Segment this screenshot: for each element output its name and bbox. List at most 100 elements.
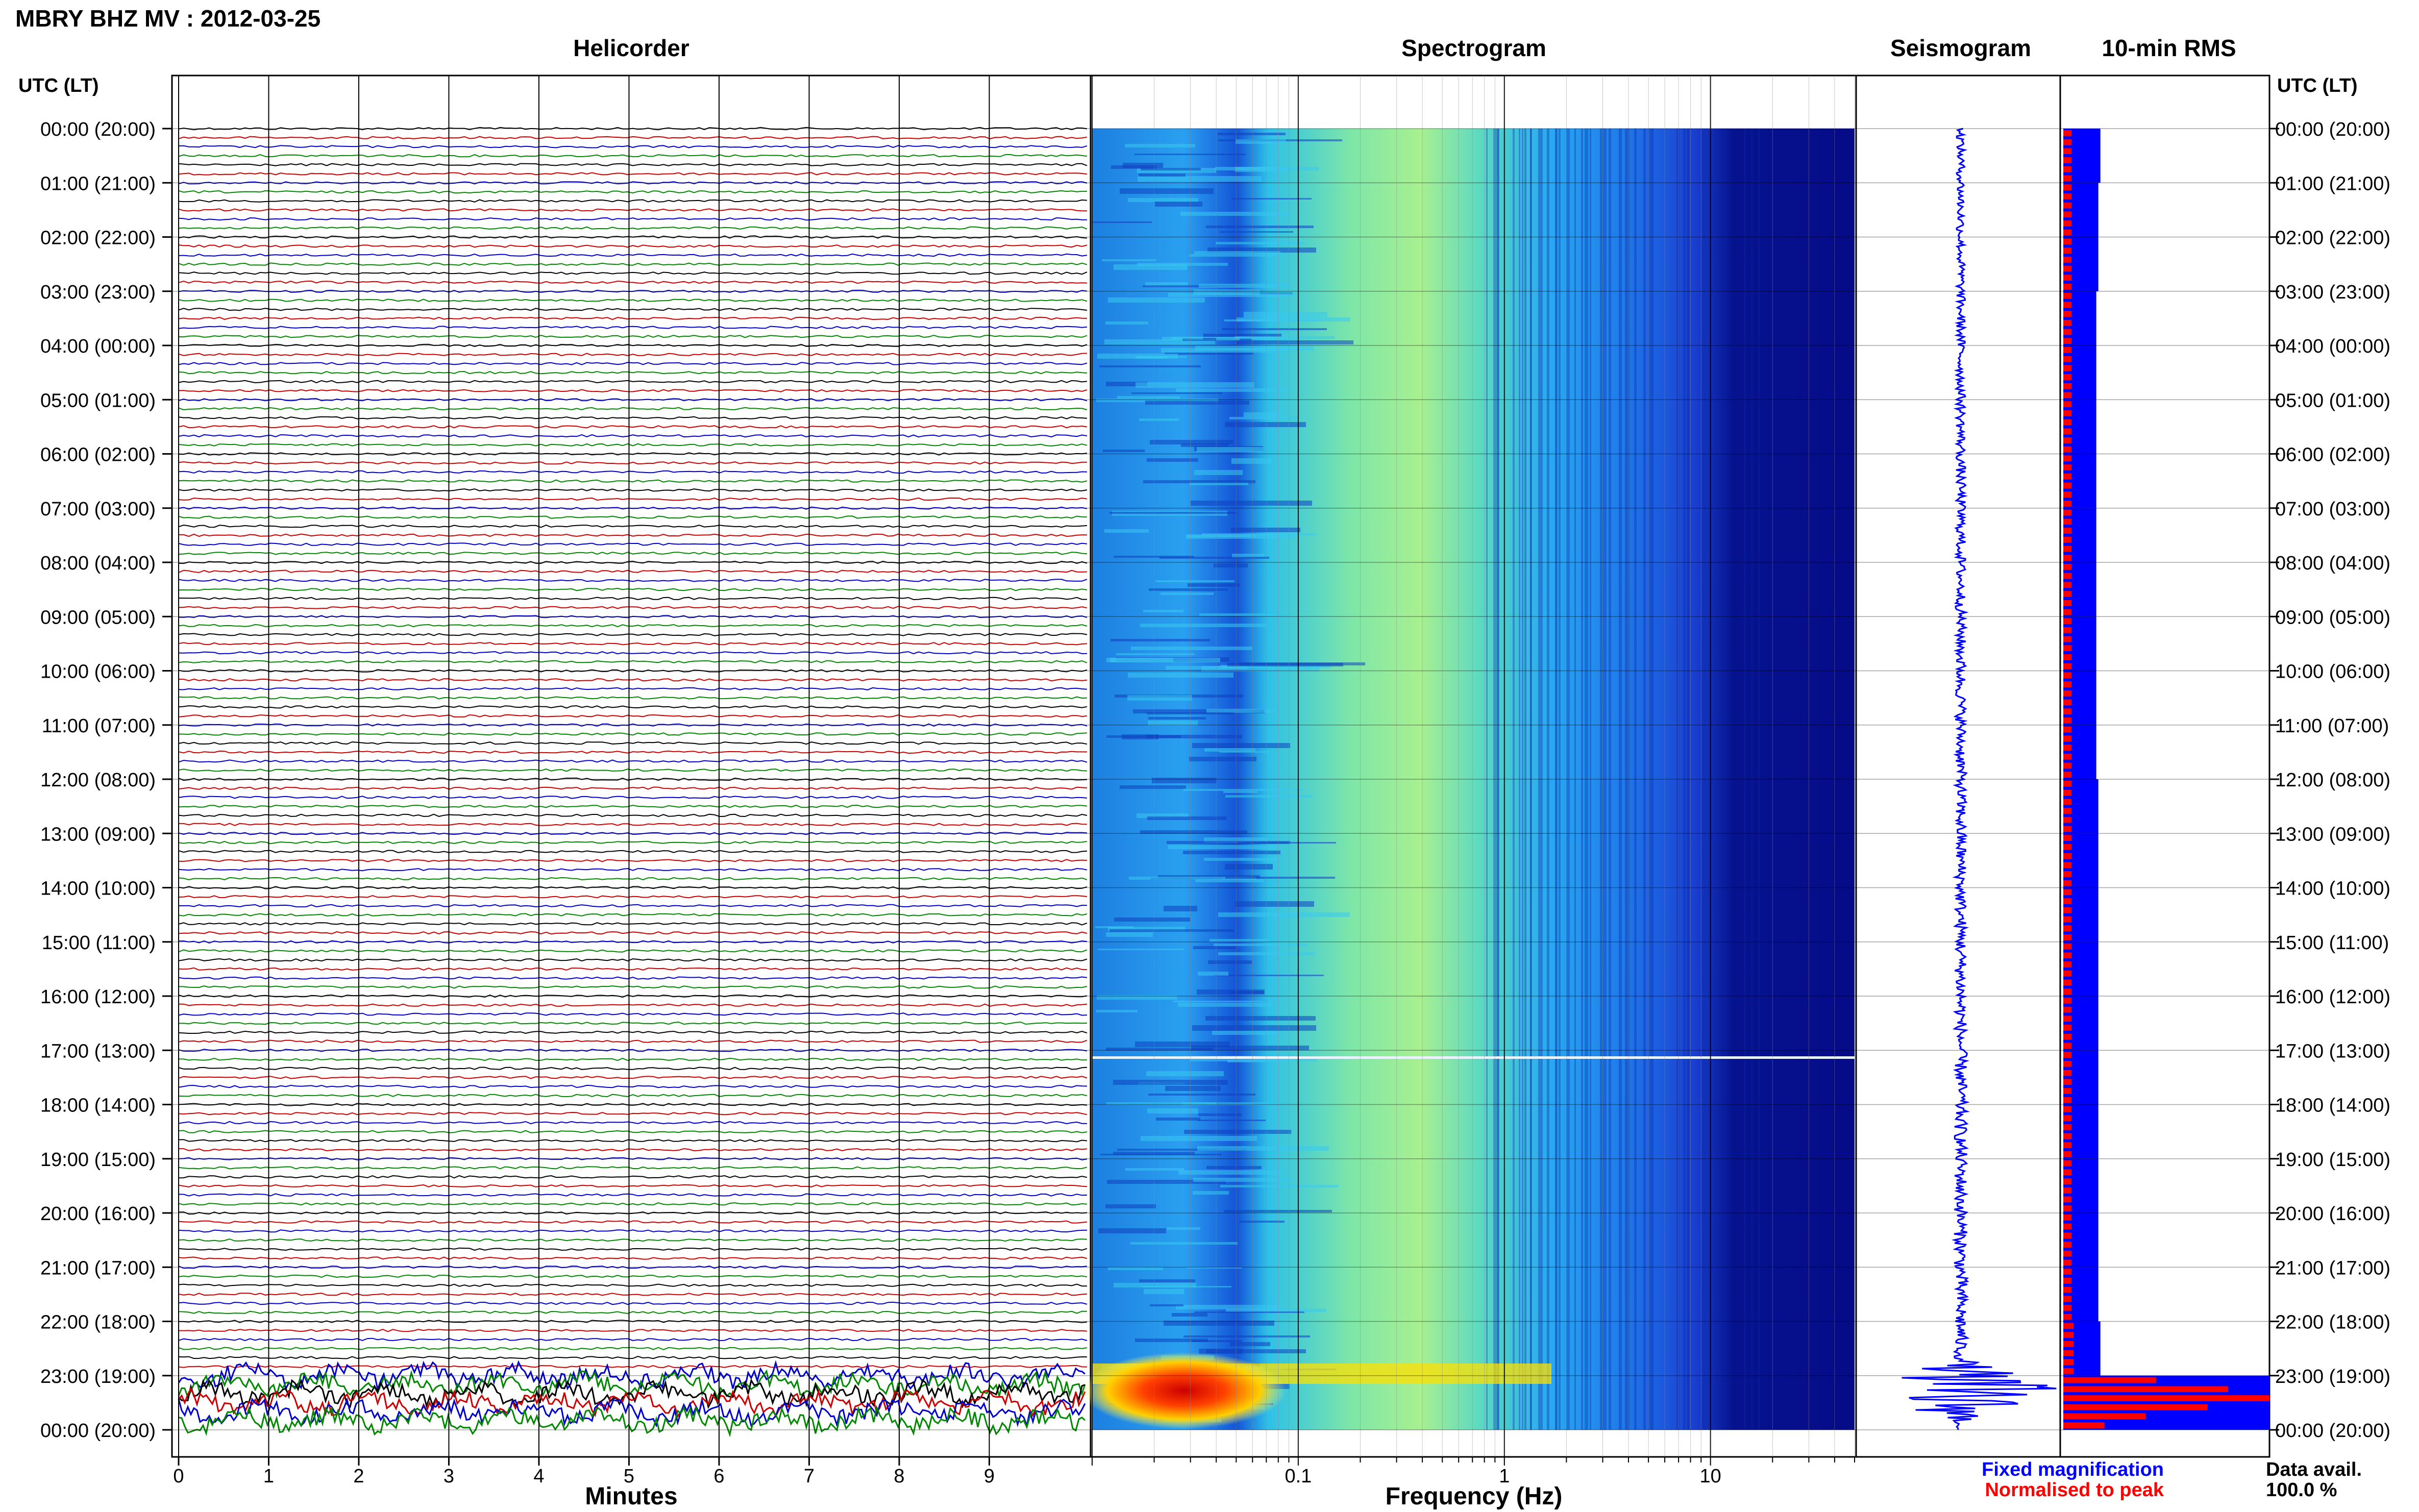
spectrogram-stripe [1141,1136,1257,1141]
helicorder-trace-row [178,750,1088,754]
rms-bar-normalised [2063,1413,2146,1420]
helicorder-trace-row [178,326,1088,329]
spectrogram-column [1497,129,1499,1430]
rms-bar-normalised [2063,772,2072,778]
data-avail-label: Data avail. [2266,1459,2362,1480]
rms-bar-normalised [2063,1377,2156,1383]
time-label-left: 02:00 (22:00) [40,228,156,249]
rms-bar-normalised [2063,220,2072,227]
spectrogram-stripe [1140,830,1247,834]
spectrogram-stripe [1197,1146,1329,1151]
spectrogram-column [1524,129,1526,1430]
helicorder-trace-row [178,886,1088,889]
spectrogram-stripe [1106,382,1147,386]
rms-bar-normalised [2063,1359,2074,1366]
rms-bar-normalised [2063,536,2072,543]
rms-bar-normalised [2063,1070,2072,1076]
rms-bar-normalised [2063,762,2072,769]
helicorder-trace-row [178,1301,1088,1305]
spectrogram-column [1556,129,1558,1430]
spectrogram-stripe [1189,757,1256,761]
time-labels-right: 00:00 (20:00) 01:00 (21:00) 02:00 (22:00) 0… [2275,119,2390,1442]
helicorder-trace-row [178,1184,1088,1188]
spectrogram-stripe [1164,906,1197,911]
helicorder-trace-row [178,714,1088,718]
helicorder-trace-row [178,560,1088,564]
helicorder-trace-row [178,786,1088,790]
rms-bar-normalised [2063,392,2072,399]
spectrogram-stripe [1113,1080,1228,1085]
helicorder-trace-row [178,289,1088,293]
time-label-left: 12:00 (08:00) [40,770,156,791]
spectrogram-stripe [1190,483,1248,485]
helicorder-trace-row [178,163,1088,166]
rms-bar-normalised [2063,889,2072,896]
spectrogram-column [1650,129,1653,1430]
rms-bar-normalised [2063,1169,2072,1176]
spectrogram-stripe [1195,345,1314,351]
spectrogram-stripe [1105,1204,1156,1208]
rms-bar-normalised [2063,1259,2072,1266]
helicorder-trace-row [178,777,1088,781]
spectrogram-stripe [1214,975,1324,976]
helicorder-trace-row [178,1369,1086,1400]
spectrogram-stripe [1145,282,1188,287]
spectrogram-column [1676,129,1680,1430]
helicorder-trace-row [178,867,1088,872]
spectrogram-stripe [1168,845,1277,849]
rms-bar-normalised [2063,654,2072,660]
helicorder-trace-row [178,1202,1088,1206]
rms-bar-normalised [2063,383,2072,389]
helicorder-trace-row [178,1256,1088,1260]
rms-bar-normalised [2063,455,2072,462]
rms-bar-normalised [2063,446,2072,453]
helicorder-trace-row [178,1247,1088,1251]
spectrogram-stripe [1130,1242,1238,1245]
spectrogram-stripe [1138,176,1262,182]
spectrogram-stripe [1216,242,1305,244]
rms-bar-normalised [2063,564,2072,570]
helicorder-x-label: Minutes [585,1483,677,1510]
spectrogram-stripe [1156,1118,1200,1121]
rms-bar-normalised [2063,753,2072,760]
rms-bar-normalised [2063,338,2072,344]
rms-bar-normalised [2063,365,2072,371]
spectrogram-column [1751,129,1752,1430]
spectrogram-stripe [1128,198,1198,202]
spectrogram-column [1585,129,1588,1430]
helicorder-trace-row [178,1157,1088,1160]
spectrogram-stripe [1133,709,1265,713]
helicorder-trace-row [178,796,1088,799]
helicorder-trace-row [178,1266,1088,1269]
spectrogram-stripe [1176,1305,1281,1309]
spectrogram-stripe [1129,877,1256,880]
rms-bar-normalised [2063,961,2072,968]
hour-gridlines [162,128,2279,1431]
helicorder-trace-row [178,524,1088,528]
spectrogram-stripe [1106,658,1173,662]
rms-bar-normalised [2063,708,2072,715]
helicorder-trace-row [178,1320,1088,1323]
helicorder-trace-row [178,1012,1088,1016]
spectrogram-stripe [1236,139,1286,144]
rms-bar-normalised [2063,1124,2072,1130]
time-label-right: 14:00 (10:00) [2275,878,2390,900]
spectrogram-x-axis: 0.1 1 10 [1092,1457,1855,1487]
time-label-left: 05:00 (01:00) [40,390,156,411]
rms-bar-normalised [2063,1205,2072,1211]
helicorder-trace-row [179,1003,1088,1007]
helicorder-trace-row [178,1193,1088,1197]
spectrogram-stripe [1183,1335,1310,1337]
helicorder-frame [171,75,1092,1458]
spectrogram-column [1566,129,1570,1430]
rms-bar-normalised [2063,645,2072,652]
time-label-right: 07:00 (03:00) [2275,499,2390,520]
helicorder-x-tick-label: 2 [353,1466,364,1487]
rms-bar-fixed [2063,779,2099,834]
helicorder-trace-row [179,533,1087,537]
rms-bar-fixed [2063,237,2099,291]
rms-bar-normalised [2063,871,2072,877]
spectrogram-stripe [1223,791,1257,793]
rms-bar-normalised [2063,952,2072,959]
spectrogram-stripe [1114,918,1190,922]
